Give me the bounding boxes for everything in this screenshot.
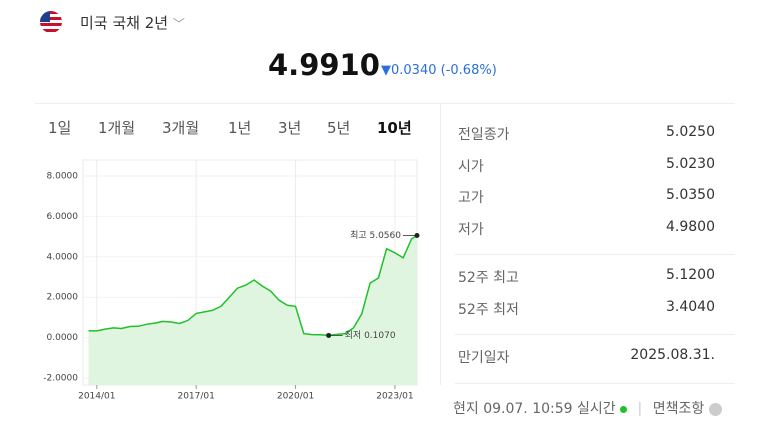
stat-label: 전일종가: [458, 127, 510, 143]
stat-label: 52주 최저: [458, 301, 519, 318]
y-tick-label: 4.0000: [47, 252, 79, 262]
y-tick-label: 6.0000: [47, 212, 79, 222]
x-tick-label: 2023/01: [376, 392, 413, 402]
status: 현지 09.07. 10:59 실시간: [453, 401, 616, 417]
line: [88, 234, 418, 337]
change: ▼0.0340 (-0.68%): [381, 63, 497, 78]
stat-value: 5.0250: [666, 124, 715, 140]
footer: 현지 09.07. 10:59 실시간 | 면책조항: [453, 398, 722, 418]
price: 4.9910: [268, 48, 380, 82]
y-tick-label: 2.0000: [47, 293, 79, 303]
period-tab[interactable]: 3개월: [162, 119, 200, 137]
x-tick-label: 2017/01: [177, 392, 214, 402]
y-tick-label: -2.0000: [43, 374, 78, 384]
stat-label: 저가: [458, 221, 484, 238]
disclaimer[interactable]: 면책조항: [652, 401, 705, 417]
period-tab[interactable]: 10년: [377, 119, 412, 137]
x-tick-label: 2014/01: [78, 392, 115, 402]
stat-label: 고가: [458, 190, 484, 206]
stat-value: 3.4040: [666, 298, 715, 315]
y-tick-label: 0.0000: [47, 333, 79, 343]
change-pct: (-0.68%): [440, 63, 497, 78]
period-tab[interactable]: 5년: [327, 119, 351, 137]
x-tick-label: 2020/01: [277, 392, 314, 402]
stat-label: 시가: [458, 158, 484, 175]
y-tick-label: 8.0000: [47, 172, 79, 182]
stat-value: 4.9800: [666, 218, 715, 235]
period-tab[interactable]: 3년: [278, 119, 302, 137]
stat-label: 만기일자: [458, 350, 510, 366]
period-tab[interactable]: 1일: [48, 119, 72, 137]
bond-name[interactable]: 미국 국채 2년 ﹀: [80, 14, 185, 32]
period-tab[interactable]: 1년: [228, 119, 252, 137]
bond-name-text: 미국 국채 2년: [80, 14, 169, 32]
area: [88, 235, 417, 385]
stat-value: 5.0230: [666, 155, 715, 172]
annotation: 최저 0.1070: [345, 330, 396, 341]
extreme-point: [414, 232, 420, 238]
stat-value: 2025.08.31.: [630, 347, 715, 363]
stat-value: 5.0350: [666, 187, 715, 203]
period-tab[interactable]: 1개월: [98, 119, 136, 137]
annotation: 최고 5.0560: [350, 230, 401, 241]
change-value: ▼0.0340: [381, 63, 437, 78]
stat-label: 52주 최고: [458, 270, 519, 286]
stat-value: 5.1200: [666, 267, 715, 283]
extreme-point: [326, 332, 332, 338]
flag-icon: [40, 11, 62, 33]
